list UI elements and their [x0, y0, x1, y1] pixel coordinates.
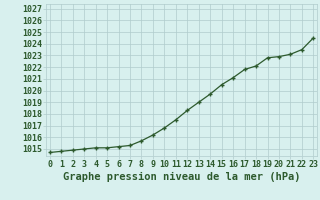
X-axis label: Graphe pression niveau de la mer (hPa): Graphe pression niveau de la mer (hPa)	[63, 172, 300, 182]
